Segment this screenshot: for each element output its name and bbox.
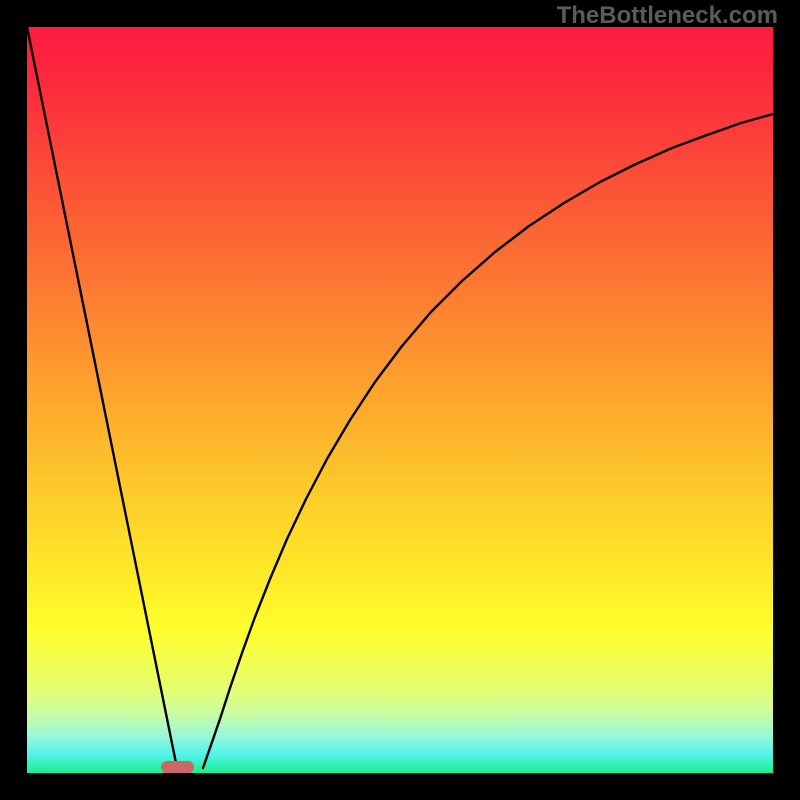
plot-area	[27, 27, 773, 773]
chart-container: TheBottleneck.com	[0, 0, 800, 800]
valley-marker	[161, 761, 194, 773]
chart-svg	[27, 27, 773, 773]
watermark-text: TheBottleneck.com	[557, 2, 778, 30]
